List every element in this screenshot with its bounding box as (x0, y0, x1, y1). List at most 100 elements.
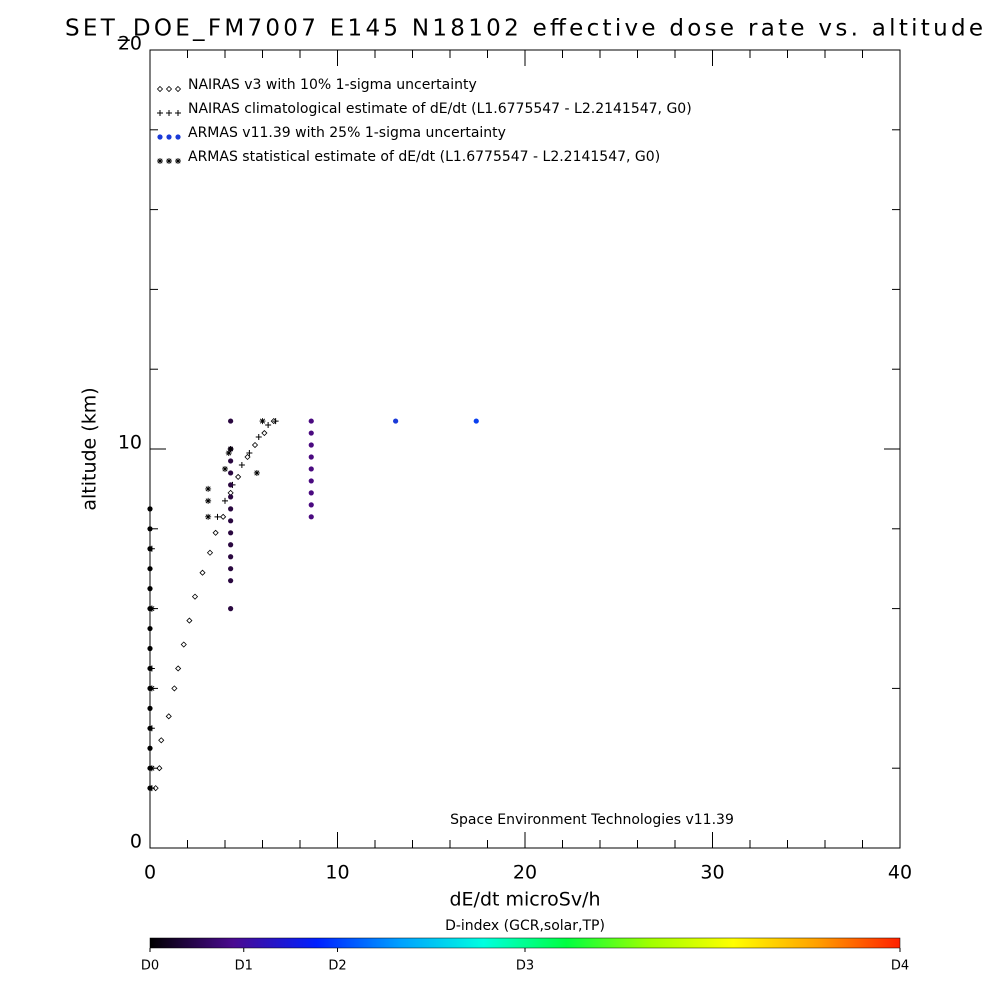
marker-shape (272, 418, 279, 425)
x-tick-label: 20 (513, 862, 537, 884)
point (308, 478, 314, 484)
marker-shape (259, 418, 266, 425)
point (147, 785, 153, 791)
x-axis-label: dE/dt microSv/h (449, 889, 600, 911)
legend-label: NAIRAS climatological estimate of dE/dt … (188, 101, 692, 117)
point (228, 506, 234, 512)
point (228, 470, 234, 476)
y-tick-label: 20 (118, 33, 142, 55)
marker-shape (225, 449, 232, 456)
point (255, 434, 262, 441)
point (222, 497, 228, 504)
marker-shape (180, 641, 187, 648)
point (214, 513, 221, 520)
point (147, 506, 153, 512)
marker-shape (147, 645, 153, 652)
point (308, 490, 314, 496)
point (147, 526, 153, 532)
point (205, 485, 212, 492)
marker-shape (228, 606, 234, 612)
point (308, 514, 314, 520)
marker-shape (147, 725, 153, 731)
marker-shape (235, 473, 242, 480)
point (165, 713, 172, 720)
point (147, 745, 153, 751)
marker-shape (206, 549, 214, 556)
marker-shape (166, 110, 172, 116)
point (147, 566, 153, 572)
marker-shape (199, 569, 206, 576)
y-tick-label: 10 (118, 432, 142, 454)
marker-shape (147, 625, 153, 632)
marker-shape (255, 434, 262, 441)
point (265, 422, 272, 429)
marker-shape (147, 745, 153, 751)
marker-shape (308, 514, 314, 520)
marker-shape (147, 785, 153, 791)
marker-shape (228, 566, 234, 572)
point (308, 430, 314, 436)
marker-shape (165, 713, 172, 720)
point (228, 554, 234, 560)
point (147, 725, 153, 731)
x-tick-label: 0 (144, 862, 156, 884)
marker-shape (147, 566, 153, 572)
marker-shape (308, 490, 314, 496)
marker-shape (308, 442, 314, 448)
point (228, 542, 234, 548)
point (227, 446, 234, 452)
marker-shape (228, 518, 234, 524)
point (147, 705, 153, 711)
point (212, 529, 219, 536)
point (156, 85, 164, 93)
legend-label: ARMAS v11.39 with 25% 1-sigma uncertaint… (188, 125, 506, 141)
colorbar-tick-label: D2 (328, 959, 346, 974)
point (166, 134, 172, 140)
marker-shape (171, 685, 178, 692)
colorbar-tick-label: D4 (891, 959, 909, 974)
point (473, 418, 479, 424)
point (308, 502, 314, 508)
marker-shape (228, 530, 234, 536)
legend-label: NAIRAS v3 with 10% 1-sigma uncertainty (188, 77, 477, 93)
marker-shape (228, 542, 234, 548)
point (166, 158, 172, 164)
point (175, 665, 182, 672)
marker-shape (308, 466, 314, 472)
point (205, 513, 212, 520)
point (228, 458, 234, 464)
marker-shape (186, 617, 193, 624)
marker-shape (228, 578, 234, 584)
marker-shape (308, 502, 314, 508)
point (253, 469, 260, 476)
marker-shape (244, 453, 251, 461)
point (199, 569, 206, 576)
marker-shape (473, 418, 479, 424)
marker-shape (228, 554, 234, 560)
marker-shape (222, 497, 228, 504)
marker-shape (227, 446, 234, 452)
point (228, 418, 234, 424)
point (175, 134, 181, 140)
point (148, 605, 155, 612)
point (238, 461, 245, 468)
point (186, 617, 193, 624)
point (157, 158, 163, 164)
point (261, 429, 268, 437)
marker-shape (308, 478, 314, 484)
point (225, 449, 232, 456)
marker-shape (228, 506, 234, 512)
point (228, 482, 234, 488)
point (228, 530, 234, 536)
point (191, 593, 199, 600)
marker-shape (147, 506, 153, 512)
marker-shape (205, 497, 212, 504)
colorbar (149, 937, 901, 949)
marker-shape (157, 134, 163, 140)
x-tick-label: 10 (325, 862, 349, 884)
marker-shape (166, 158, 172, 164)
marker-shape (174, 85, 182, 93)
point (171, 685, 178, 692)
